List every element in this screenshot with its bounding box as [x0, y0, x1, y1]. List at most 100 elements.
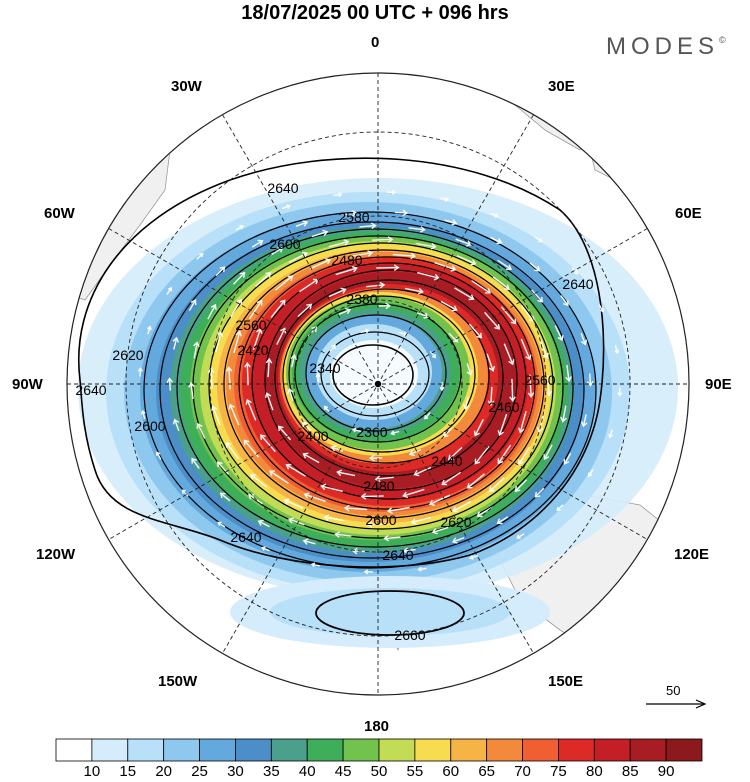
wind-vector: [497, 516, 509, 524]
reference-vector-arrow: [646, 699, 707, 709]
colorbar-swatch: [450, 738, 488, 762]
wind-vector: [276, 328, 286, 345]
wind-vector: [489, 477, 505, 492]
wind-vector: [490, 236, 502, 244]
wind-vector: [304, 493, 326, 502]
reference-vector-label: 50: [666, 683, 681, 698]
wind-vector-head: [469, 554, 474, 560]
wind-vector: [233, 331, 241, 354]
colorbar-swatch: [342, 738, 380, 762]
wind-vector: [174, 419, 180, 432]
colorbar-swatch: [593, 738, 631, 762]
wind-vector-head: [536, 426, 544, 433]
contour-label: 2560: [235, 317, 266, 333]
wind-vector: [454, 287, 474, 300]
wind-vector-head: [279, 299, 286, 306]
wind-vector: [589, 373, 592, 386]
wind-vector: [291, 355, 296, 368]
colorbar-tick-label: 50: [370, 763, 388, 780]
wind-vector-head: [516, 534, 521, 539]
colorbar-tick-label: 45: [334, 763, 352, 780]
wind-vector-head: [374, 475, 381, 483]
contour-label: 2480: [363, 478, 394, 494]
wind-vector: [261, 547, 270, 552]
wind-vector: [141, 410, 146, 420]
wind-vector-head: [265, 357, 273, 364]
wind-vector-head: [441, 479, 448, 486]
lon-label-90e: 90E: [705, 376, 732, 393]
wind-vector: [207, 304, 217, 320]
wind-vector-head: [476, 332, 483, 339]
wind-vector: [490, 212, 499, 217]
wind-vector: [500, 306, 517, 325]
wind-vector-head: [580, 421, 588, 428]
wind-vector-head: [137, 367, 143, 372]
wind-vector: [232, 272, 246, 285]
wind-vector-head: [343, 504, 350, 512]
wind-vector-head: [419, 226, 426, 233]
wind-vector-head: [351, 265, 358, 273]
wind-vector-head: [247, 494, 254, 500]
wind-vector: [519, 410, 527, 433]
wind-vector: [490, 386, 493, 405]
wind-vector-head: [431, 527, 438, 535]
wind-vector-head: [488, 486, 495, 493]
wind-vector-head: [488, 365, 496, 372]
wind-vector: [375, 476, 394, 480]
wind-vector-head: [608, 433, 614, 439]
wind-vector-head: [228, 403, 235, 410]
wind-vector: [471, 280, 491, 294]
wind-vector-head: [494, 213, 499, 218]
wind-vector-head: [537, 296, 543, 303]
colorbar-swatch: [235, 738, 272, 762]
wind-vector-head: [587, 472, 593, 478]
contour-label: 2600: [134, 418, 165, 434]
wind-vector-head: [534, 265, 541, 272]
wind-vector: [215, 266, 226, 277]
wind-vector-head: [565, 376, 572, 383]
wind-vector-head: [466, 369, 473, 376]
wind-vector: [168, 378, 171, 391]
wind-vector-head: [417, 566, 423, 572]
wind-vector: [286, 464, 306, 477]
wind-vector: [448, 446, 463, 461]
wind-vector: [477, 507, 492, 517]
colorbar-swatch: [414, 738, 452, 762]
wind-vector: [387, 506, 410, 512]
wind-vector-head: [387, 236, 394, 243]
wind-vector: [366, 284, 385, 288]
wind-vector: [299, 278, 319, 293]
colorbar-swatch: [270, 738, 308, 762]
wind-vector-head: [235, 330, 242, 337]
wind-vector: [215, 332, 222, 352]
wind-vector: [409, 448, 422, 456]
wind-vector-head: [451, 219, 458, 226]
wind-vector: [614, 344, 619, 354]
wind-vector-head: [410, 252, 417, 260]
wind-vector-head: [543, 454, 550, 461]
wind-vector: [418, 567, 427, 571]
wind-vector: [311, 231, 328, 238]
wind-vector-head: [146, 325, 152, 331]
wind-vector-head: [302, 452, 309, 459]
wind-vector-head: [301, 251, 308, 258]
wind-vector-head: [340, 287, 347, 294]
wind-vector: [531, 289, 543, 303]
wind-vector-head: [140, 409, 146, 415]
wind-vector: [278, 425, 292, 441]
wind-vector: [529, 262, 540, 272]
colorbar-swatch: [486, 738, 523, 762]
colorbar-tick-label: 70: [514, 763, 531, 780]
colorbar-tick-label: 65: [478, 763, 495, 780]
wind-vector-head: [268, 470, 275, 477]
brand-logo: MODES©: [606, 33, 726, 61]
wind-vector: [173, 337, 178, 350]
wind-vector-head: [617, 392, 623, 397]
wind-vector: [288, 252, 308, 264]
wind-vector-head: [556, 506, 561, 512]
lon-label-60w: 60W: [44, 205, 75, 222]
wind-vector: [235, 225, 244, 231]
wind-vector-head: [191, 457, 197, 464]
wind-vector: [295, 221, 308, 227]
wind-vector: [321, 485, 343, 493]
